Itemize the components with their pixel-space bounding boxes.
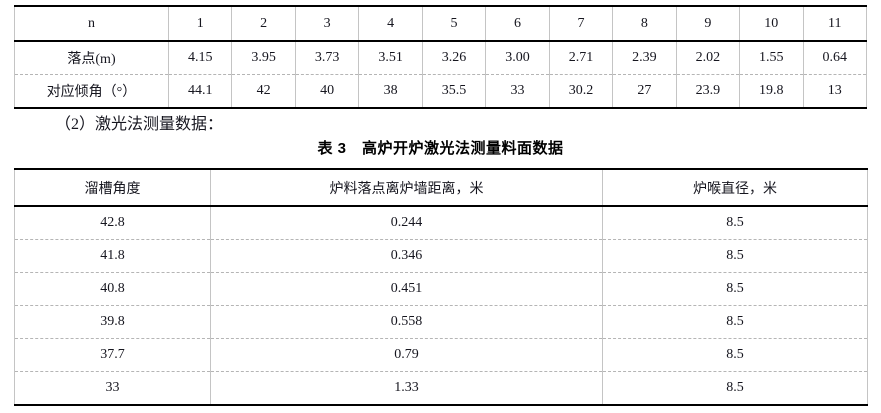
table-cell: 10 — [739, 6, 804, 42]
table-cell: 13 — [802, 74, 868, 108]
table-cell: 8.5 — [602, 371, 868, 405]
table-cell: 3.00 — [485, 41, 550, 75]
row-header-inclination: 对应倾角（°） — [14, 74, 169, 108]
table-cell: 35.5 — [421, 74, 487, 108]
table-cell: 41.8 — [14, 239, 211, 273]
laser-measurement-table: 溜槽角度 炉料落点离炉墙距离，米 炉喉直径，米 42.8 0.244 8.5 4… — [14, 168, 868, 406]
table-cell: 40.8 — [14, 272, 211, 306]
table-cell: 8.5 — [602, 206, 868, 240]
table-cell: 6 — [485, 6, 550, 42]
table-cell: 7 — [548, 6, 614, 42]
table-cell: 30.2 — [548, 74, 614, 108]
column-header-wall-distance: 炉料落点离炉墙距离，米 — [210, 169, 603, 207]
table-row-landing-point: 落点(m) 4.15 3.95 3.73 3.51 3.26 3.00 2.71… — [14, 41, 868, 75]
section-label: （2）激光法测量数据： — [55, 116, 224, 133]
table-cell: 2.39 — [612, 41, 677, 75]
table-cell: 39.8 — [14, 305, 211, 339]
table-header-row: 溜槽角度 炉料落点离炉墙距离，米 炉喉直径，米 — [14, 169, 868, 207]
table-cell: 3.51 — [358, 41, 423, 75]
table-cell: 0.451 — [210, 272, 603, 306]
table-cell: 37.7 — [14, 338, 211, 372]
table-row-inclination: 对应倾角（°） 44.1 42 40 38 35.5 33 30.2 27 23… — [14, 74, 868, 108]
table-row: 41.8 0.346 8.5 — [14, 239, 868, 273]
table-cell: 8.5 — [602, 305, 868, 339]
table-cell: 8 — [612, 6, 677, 42]
table-cell: 8.5 — [602, 239, 868, 273]
table-cell: 33 — [14, 371, 211, 405]
table-cell: 8.5 — [602, 338, 868, 372]
table3-caption: 表 3 高炉开炉激光法测量料面数据 — [317, 140, 564, 157]
table-cell: 23.9 — [675, 74, 741, 108]
table-cell: 2.02 — [675, 41, 741, 75]
table-cell: 33 — [485, 74, 550, 108]
table-cell: 3 — [294, 6, 360, 42]
table-cell: 0.79 — [210, 338, 603, 372]
table-cell: 42.8 — [14, 206, 211, 240]
table-cell: 2 — [231, 6, 296, 42]
row-header-n: n — [14, 6, 169, 42]
table-cell: 3.73 — [294, 41, 360, 75]
table-cell: 0.244 — [210, 206, 603, 240]
table-row: 33 1.33 8.5 — [14, 371, 868, 405]
landing-point-table: n 1 2 3 4 5 6 7 8 9 10 11 落点(m) 4.15 3.9… — [14, 5, 868, 109]
column-header-throat-diameter: 炉喉直径，米 — [602, 169, 868, 207]
table-cell: 4 — [358, 6, 423, 42]
table-row: 40.8 0.451 8.5 — [14, 272, 868, 306]
table-cell: 3.26 — [421, 41, 487, 75]
table-cell: 11 — [802, 6, 868, 42]
table-cell: 8.5 — [602, 272, 868, 306]
table-cell: 1 — [167, 6, 233, 42]
table-row: 42.8 0.244 8.5 — [14, 206, 868, 240]
table-cell: 27 — [612, 74, 677, 108]
table-cell: 1.55 — [739, 41, 804, 75]
table-cell: 5 — [421, 6, 487, 42]
table-cell: 0.64 — [802, 41, 868, 75]
table-row-n: n 1 2 3 4 5 6 7 8 9 10 11 — [14, 6, 868, 42]
table-cell: 9 — [675, 6, 741, 42]
table-cell: 1.33 — [210, 371, 603, 405]
table-cell: 44.1 — [167, 74, 233, 108]
column-header-chute-angle: 溜槽角度 — [14, 169, 211, 207]
table-row: 37.7 0.79 8.5 — [14, 338, 868, 372]
table-cell: 0.346 — [210, 239, 603, 273]
table-row: 39.8 0.558 8.5 — [14, 305, 868, 339]
table-cell: 19.8 — [739, 74, 804, 108]
table-cell: 38 — [358, 74, 423, 108]
table-cell: 4.15 — [167, 41, 233, 75]
table-cell: 0.558 — [210, 305, 603, 339]
table-cell: 42 — [231, 74, 296, 108]
table-cell: 2.71 — [548, 41, 614, 75]
table-cell: 40 — [294, 74, 360, 108]
table-cell: 3.95 — [231, 41, 296, 75]
row-header-landing-point: 落点(m) — [14, 41, 169, 75]
